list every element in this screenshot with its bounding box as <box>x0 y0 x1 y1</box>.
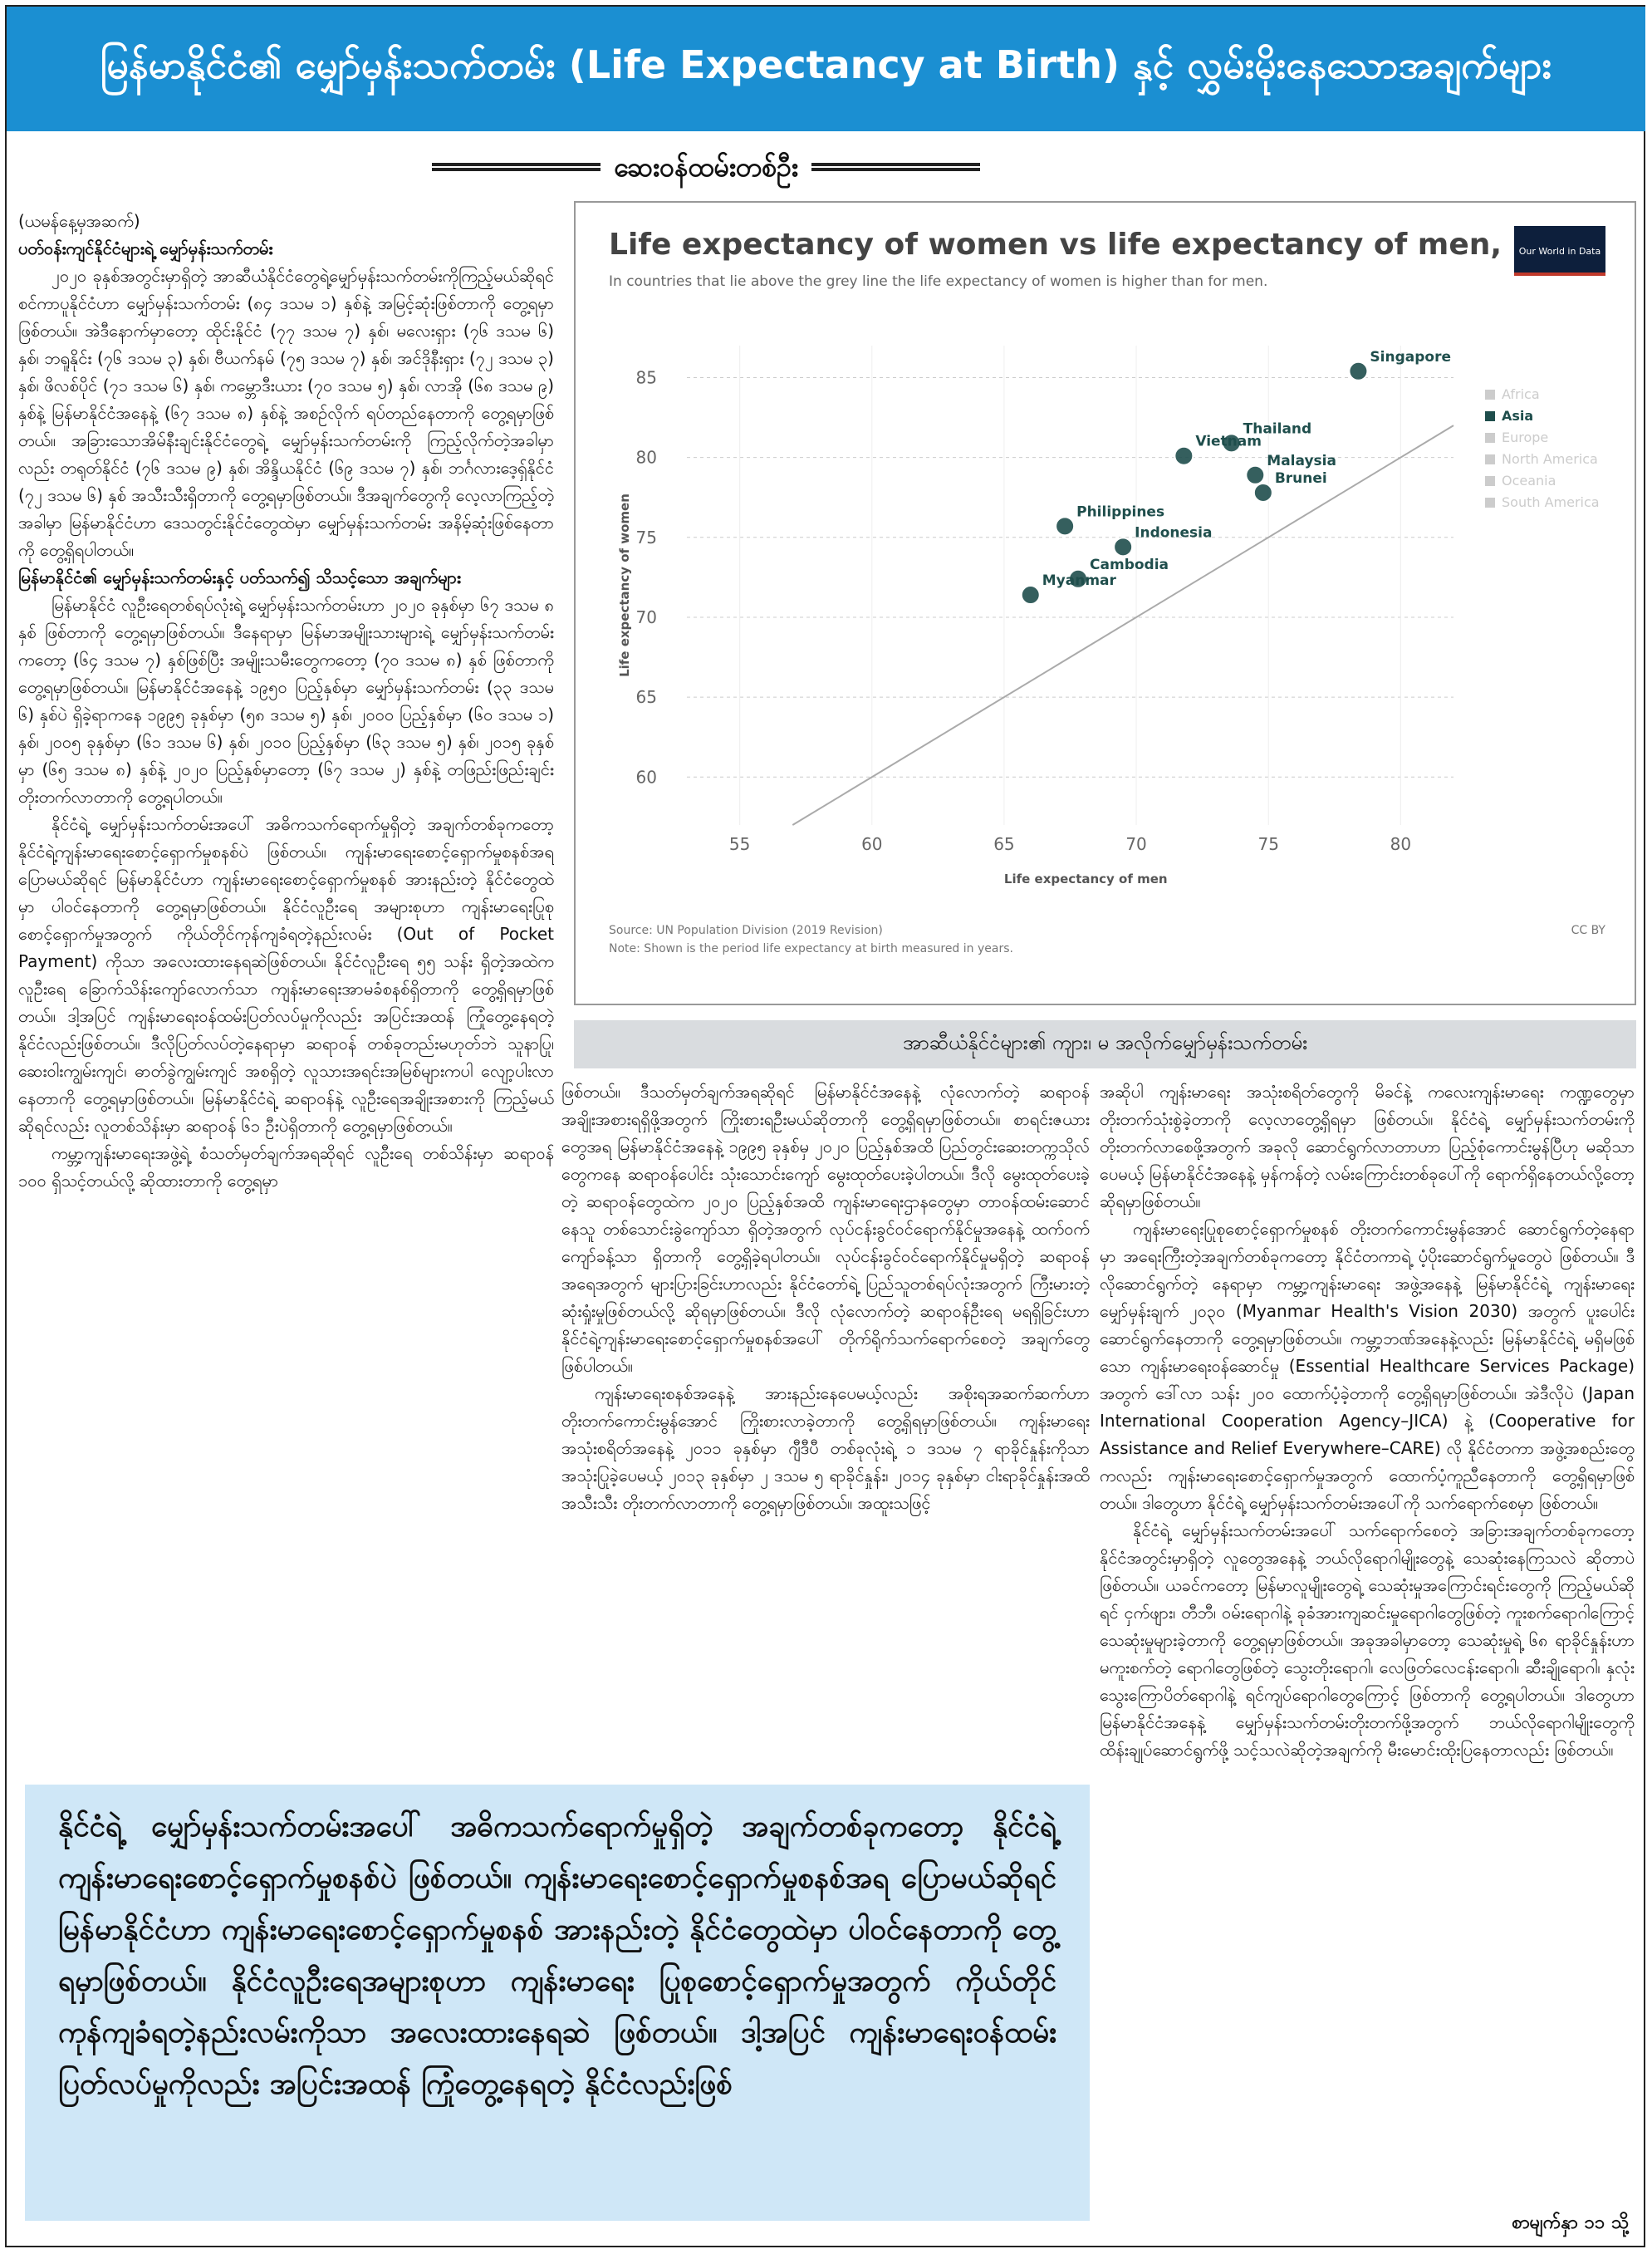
continued: (ယမန်နေ့မှအဆက်) <box>18 211 140 231</box>
legend-swatch <box>1485 411 1495 421</box>
paragraph: မြန်မာနိုင်ငံ လူဦးရေတစ်ရပ်လုံးရဲ့ မျှော်… <box>18 595 554 807</box>
rule <box>731 163 980 171</box>
legend-label: Europe <box>1502 430 1548 445</box>
middle-column: ဖြစ်တယ်။ ဒီသတ်မှတ်ချက်အရဆိုရင် မြန်မာနို… <box>561 1078 1090 1778</box>
x-tick-label: 55 <box>729 834 750 854</box>
chart-title: Life expectancy of women vs life expecta… <box>609 228 1596 262</box>
license: CC BY <box>1571 924 1606 937</box>
y-tick-label: 75 <box>636 528 657 548</box>
source: Source: UN Population Division (2019 Rev… <box>609 924 883 937</box>
point-label: Vietnam <box>1195 434 1262 450</box>
parity-line <box>792 425 1454 826</box>
point <box>1252 482 1273 503</box>
continued-on: စာမျက်နှာ ၁၁ သို့ <box>1512 2212 1629 2233</box>
x-axis-label: Life expectancy of men <box>1004 872 1168 886</box>
point <box>1245 464 1266 485</box>
legend-label: South America <box>1502 494 1600 510</box>
point-label: Cambodia <box>1090 557 1169 573</box>
subheading: မြန်မာနိုင်ငံ၏ မျှော်မှန်းသက်တမ်းနှင့် ပ… <box>18 567 461 587</box>
byline-wrap: ဆေးဝန်ထမ်းတစ်ဦး <box>432 148 980 191</box>
legend-label: Africa <box>1502 386 1540 402</box>
legend-label: Oceania <box>1502 473 1556 489</box>
point-label: Brunei <box>1275 470 1327 487</box>
point-label: Singapore <box>1370 349 1451 366</box>
y-tick-label: 65 <box>636 687 657 707</box>
point-label: Thailand <box>1243 420 1312 437</box>
paragraph: ၂၀၂၀ ခုနှစ်အတွင်းမှာရှိတဲ့ အာဆီယံနိုင်ငံ… <box>18 266 554 560</box>
chart: Life expectancy of women vs life expecta… <box>609 226 1606 955</box>
paragraph: ကမ္ဘာ့ကျန်းမာရေးအဖွဲ့ရဲ့ စံသတ်မှတ်ချက်အရ… <box>18 1143 554 1191</box>
point-label: Indonesia <box>1135 524 1212 541</box>
point-label: Malaysia <box>1267 453 1336 469</box>
chart-subtitle: In countries that lie above the grey lin… <box>609 273 1267 290</box>
y-tick-label: 85 <box>636 367 657 387</box>
headline: မြန်မာနိုင်ငံ၏ မျှော်မှန်းသက်တမ်း (Life … <box>7 7 1645 131</box>
page-frame <box>5 5 1645 2247</box>
legend-swatch <box>1485 498 1495 508</box>
point-label: Myanmar <box>1042 572 1117 589</box>
legend-swatch <box>1485 476 1495 486</box>
chart-caption: အာဆီယံနိုင်ငံများ၏ ကျား၊ မ အလိုက်မျှော်မ… <box>574 1020 1636 1068</box>
x-tick-label: 70 <box>1125 834 1146 854</box>
legend-label: Asia <box>1502 408 1533 424</box>
note: Note: Shown is the period life expectanc… <box>609 942 1013 955</box>
point-label: Philippines <box>1076 503 1164 520</box>
subheading: ပတ်ဝန်းကျင်နိုင်ငံများရဲ့ မျှော်မှန်းသက်… <box>18 238 273 258</box>
left-column: (ယမန်နေ့မှအဆက်) ပတ်ဝန်းကျင်နိုင်ငံများရဲ… <box>18 208 554 1770</box>
y-tick-label: 80 <box>636 448 657 468</box>
x-tick-label: 80 <box>1390 834 1411 854</box>
legend-swatch <box>1485 433 1495 443</box>
logo: Our World in Data <box>1519 246 1601 257</box>
x-tick-label: 65 <box>993 834 1014 854</box>
logo-box <box>1514 226 1605 276</box>
chart-box: Life expectancy of women vs life expecta… <box>574 201 1636 1005</box>
point <box>1348 361 1369 381</box>
point <box>1221 433 1242 454</box>
rule <box>432 163 681 171</box>
paragraph: ကျန်းမာရေးစနစ်အနေနဲ့ အားနည်းနေပေမယ့်လည်း… <box>561 1383 1090 1513</box>
y-axis-label: Life expectancy of women <box>617 494 632 677</box>
y-tick-label: 70 <box>636 607 657 627</box>
logo-stripe <box>1514 273 1605 276</box>
byline: ဆေးဝန်ထမ်းတစ်ဦး <box>600 150 812 189</box>
pull-quote: နိုင်ငံရဲ့ မျှော်မှန်းသက်တမ်းအပေါ် အဓိကသ… <box>25 1785 1090 2221</box>
point <box>1068 568 1089 589</box>
x-tick-label: 75 <box>1257 834 1278 854</box>
x-tick-label: 60 <box>861 834 882 854</box>
point <box>1174 445 1194 466</box>
paragraph: နိုင်ငံရဲ့ မျှော်မှန်းသက်တမ်းအပေါ် အဓိကသ… <box>18 814 554 1136</box>
y-tick-label: 60 <box>636 767 657 787</box>
point <box>1113 537 1134 557</box>
legend-swatch <box>1485 390 1495 400</box>
legend-label: North America <box>1502 451 1598 467</box>
paragraph: ဖြစ်တယ်။ ဒီသတ်မှတ်ချက်အရဆိုရင် မြန်မာနို… <box>561 1082 1090 1376</box>
right-column: အဆိုပါ ကျန်းမာရေး အသုံးစရိတ်တွေကို မိခင်… <box>1100 1078 1635 2207</box>
legend-swatch <box>1485 454 1495 464</box>
paragraph: ကျန်းမာရေးပြုစုစောင့်ရှောက်မှုစနစ် တိုးတ… <box>1100 1219 1635 1513</box>
point <box>1020 585 1041 606</box>
paragraph: အဆိုပါ ကျန်းမာရေး အသုံးစရိတ်တွေကို မိခင်… <box>1100 1082 1635 1211</box>
point <box>1055 516 1076 537</box>
paragraph: နိုင်ငံရဲ့ မျှော်မှန်းသက်တမ်းအပေါ် သက်ရေ… <box>1100 1520 1635 1760</box>
